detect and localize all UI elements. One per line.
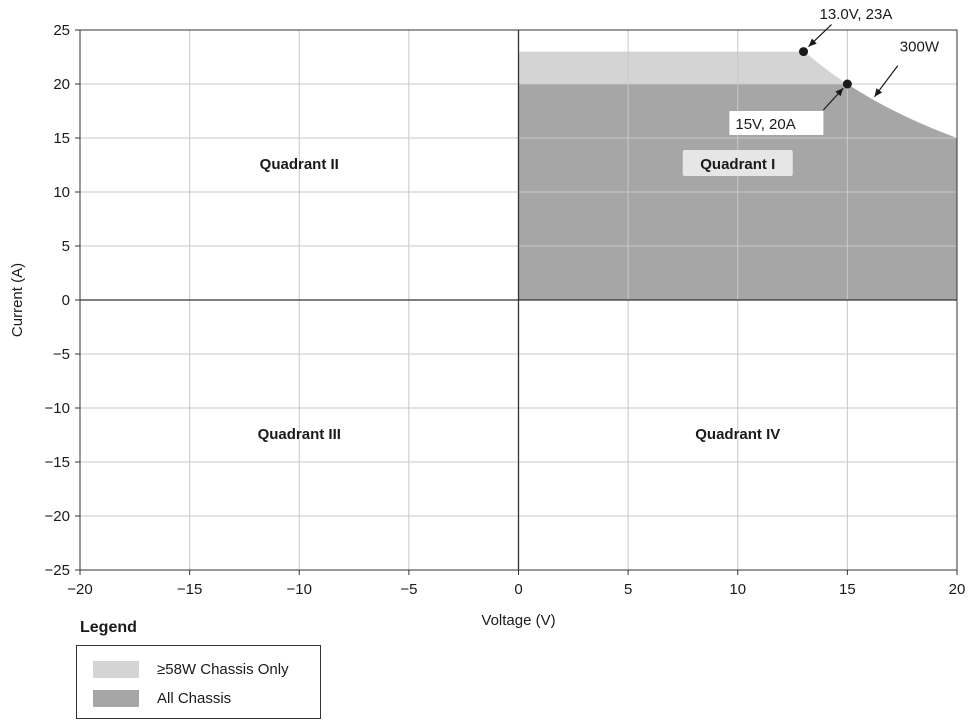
y-tick-label: 25 xyxy=(53,22,70,39)
x-tick-label: 20 xyxy=(949,581,966,598)
legend-title: Legend xyxy=(80,619,137,636)
legend-item-all-chassis: All Chassis xyxy=(93,689,231,707)
x-tick-label: −10 xyxy=(287,581,312,598)
x-tick-label: 0 xyxy=(514,581,522,598)
x-axis-title: Voltage (V) xyxy=(481,612,555,629)
legend-swatch-all-chassis xyxy=(93,689,139,707)
label-15v-20a-bg xyxy=(729,111,824,135)
legend-box: ≥58W Chassis Only All Chassis xyxy=(76,645,321,719)
y-axis-title: Current (A) xyxy=(9,263,26,337)
label-300w: 300W xyxy=(900,39,940,56)
x-tick-label: 15 xyxy=(839,581,856,598)
y-tick-label: 5 xyxy=(62,238,70,255)
x-tick-label: −5 xyxy=(400,581,417,598)
x-tick-label: 5 xyxy=(624,581,632,598)
y-tick-label: −25 xyxy=(45,562,70,579)
quadrant-label: Quadrant III xyxy=(258,426,341,443)
quadrant-label: Quadrant I xyxy=(700,156,775,173)
y-tick-label: −15 xyxy=(45,454,70,471)
legend-label-chassis-only: ≥58W Chassis Only xyxy=(157,660,289,678)
arrow-300w-head xyxy=(874,88,883,97)
x-tick-label: −15 xyxy=(177,581,202,598)
y-tick-label: −20 xyxy=(45,508,70,525)
point-15v-20a xyxy=(842,79,852,89)
legend-item-chassis-only: ≥58W Chassis Only xyxy=(93,660,289,678)
legend-label-all-chassis: All Chassis xyxy=(157,689,232,707)
quadrant-label: Quadrant II xyxy=(260,156,339,173)
y-tick-label: 15 xyxy=(53,130,70,147)
x-tick-label: 10 xyxy=(729,581,746,598)
quadrant-label: Quadrant IV xyxy=(695,426,780,443)
x-tick-label: −20 xyxy=(67,581,92,598)
point-13v-23a xyxy=(799,47,809,57)
y-tick-label: 10 xyxy=(53,184,70,201)
arrow-15v-20a-head xyxy=(835,88,844,97)
y-tick-label: 20 xyxy=(53,76,70,93)
arrow-13v-23a-head xyxy=(808,38,817,47)
y-tick-label: −5 xyxy=(53,346,70,363)
legend-swatch-chassis-only xyxy=(93,660,139,678)
y-tick-label: −10 xyxy=(45,400,70,417)
label-15v-20a: 15V, 20A xyxy=(735,116,795,133)
quadrant-i-label-bg xyxy=(682,150,793,176)
label-13v-23a: 13.0V, 23A xyxy=(820,6,893,23)
y-tick-label: 0 xyxy=(62,292,70,309)
